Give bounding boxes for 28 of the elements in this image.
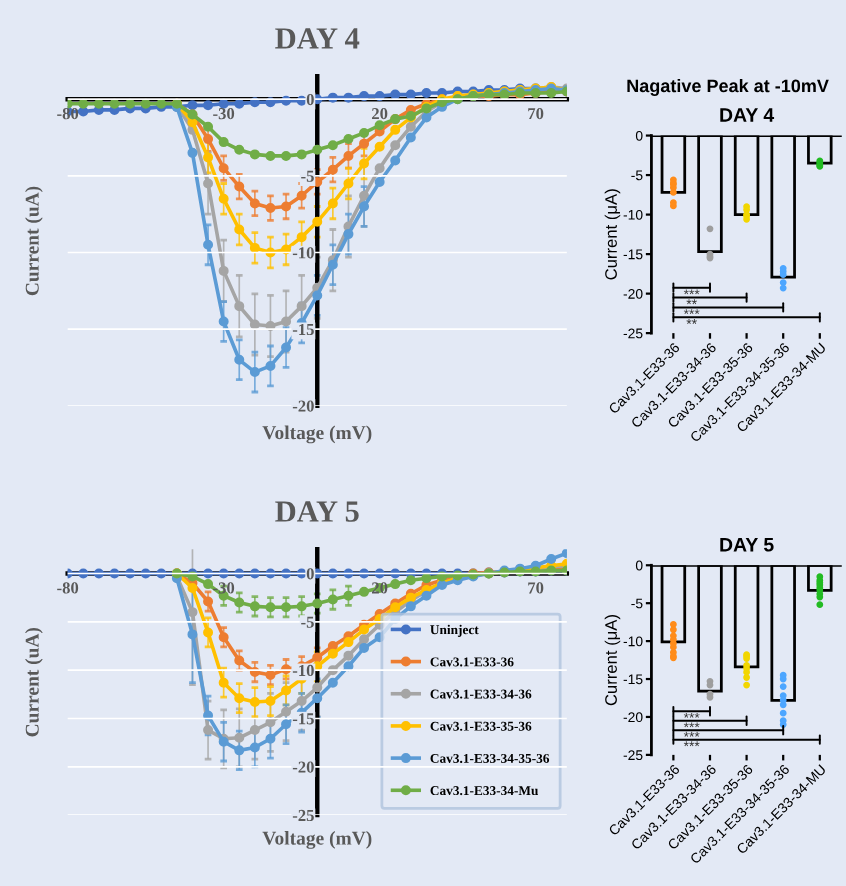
y-tick-label: 0 — [306, 93, 314, 106]
chart-title: Nagative Peak at -10mV — [627, 79, 829, 96]
x-tick-label: 70 — [528, 108, 544, 120]
y-tick-label: -5 — [301, 616, 314, 628]
y-axis-title: Current (μA) — [604, 615, 621, 706]
y-tick-label: -10 — [292, 247, 314, 259]
chart-title: DAY 5 — [275, 501, 359, 522]
y-axis-title: Current (uA) — [25, 186, 43, 296]
x-axis-title: Voltage (mV) — [262, 425, 372, 444]
y-tick-label: -15 — [292, 713, 314, 725]
y-tick-label: -5 — [301, 170, 314, 182]
x-tick-label: -80 — [57, 582, 79, 594]
x-tick-label: -80 — [57, 108, 79, 120]
x-tick-label: 20 — [372, 108, 388, 120]
y-tick-label: -20 — [292, 761, 314, 773]
y-tick-label: -10 — [292, 664, 314, 677]
chart-title: DAY 4 — [275, 28, 360, 49]
y-axis-title: Current (uA) — [25, 627, 43, 737]
x-axis-title: Voltage (mV) — [262, 831, 372, 849]
y-tick-label: 0 — [306, 568, 314, 580]
y-axis-title: Current (μA) — [604, 189, 621, 280]
chart-subtitle: DAY 4 — [720, 108, 775, 122]
y-tick-label: -20 — [292, 400, 314, 412]
y-tick-label: -15 — [292, 323, 314, 336]
y-tick-label: -25 — [292, 809, 314, 822]
x-tick-label: 70 — [528, 582, 544, 594]
x-tick-label: -30 — [213, 108, 235, 120]
chart-title: DAY 5 — [720, 538, 774, 552]
